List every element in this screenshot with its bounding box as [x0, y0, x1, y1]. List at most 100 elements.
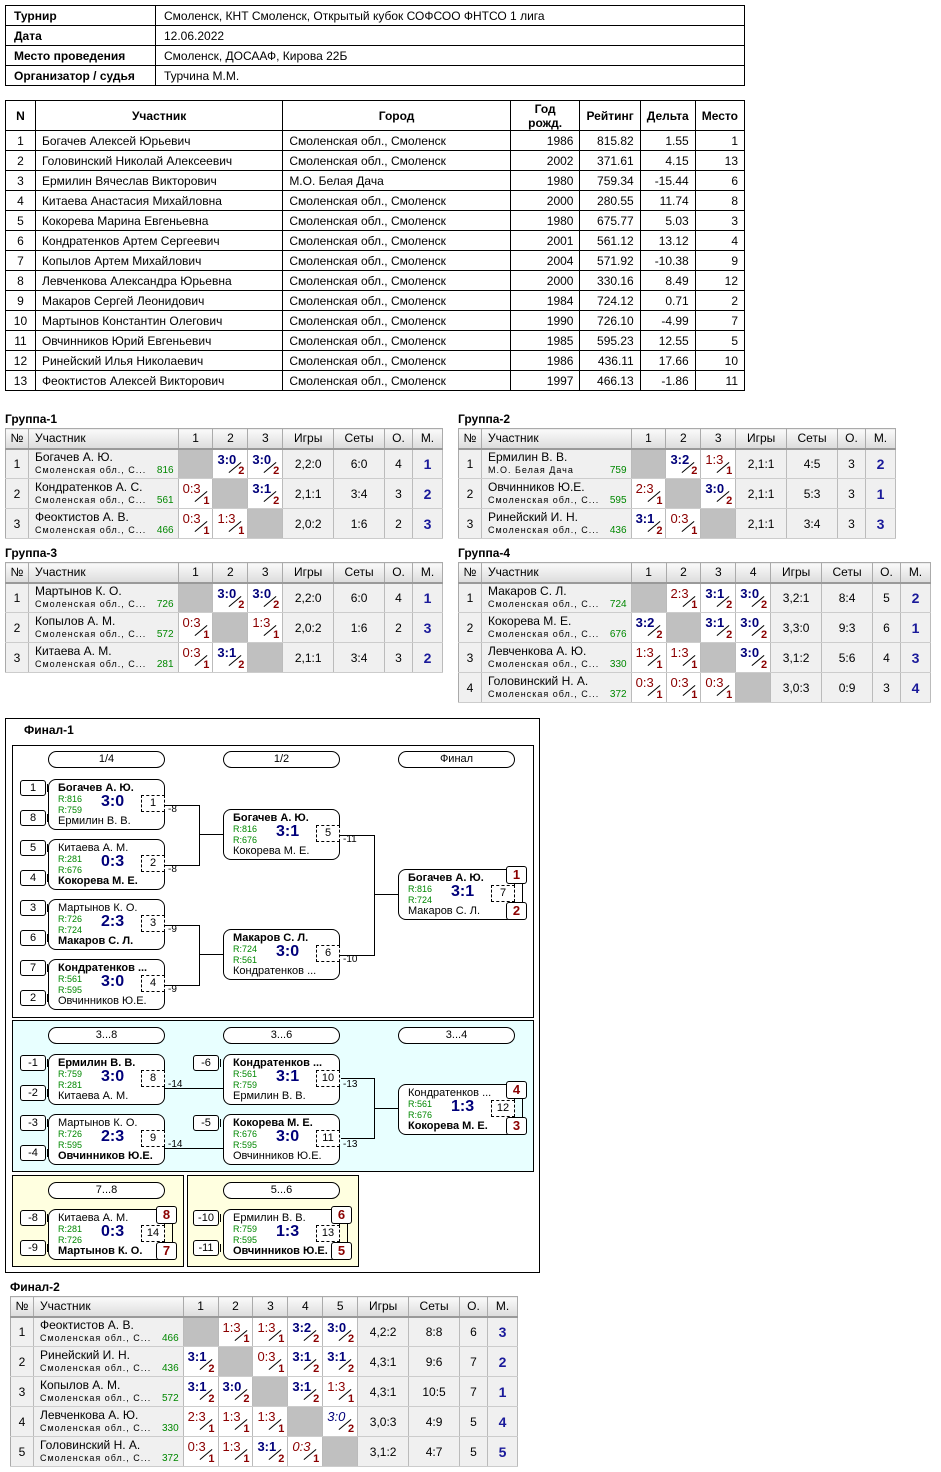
- player-name: Ринейский И. Н.: [39, 1348, 130, 1362]
- player-rating: 595: [609, 495, 627, 506]
- player-bottom: Овчинников Ю.Е.: [58, 1150, 153, 1162]
- match-score: 3:0: [740, 645, 760, 660]
- player-top: Богачев А. Ю.: [233, 812, 309, 824]
- score-cell: 2:3 1: [183, 1406, 219, 1437]
- self-cell: [665, 478, 702, 509]
- rating-top: R:726: [58, 914, 83, 924]
- participant-cell: Ермилин Вячеслав Викторович: [34, 170, 284, 191]
- match-box[interactable]: Кокорева М. Е. R:676 R:595 3:0 11 Овчинников …: [223, 1114, 340, 1165]
- participant-cell: 1: [5, 130, 36, 151]
- match-score: 1:3: [670, 645, 689, 660]
- match-box[interactable]: Мартынов К. О. R:726 R:595 2:3 9 Овчинников Ю…: [48, 1114, 165, 1165]
- connector-line: [340, 835, 375, 836]
- player-region: Смоленская обл., С...: [39, 1393, 152, 1403]
- info-label: Организатор / судья: [5, 65, 156, 86]
- games: 2,0:2: [282, 612, 335, 643]
- match-box[interactable]: Богачев А. Ю. R:816 R:724 3:1 7 Макаров С. Л.: [398, 869, 515, 920]
- points: 5: [459, 1406, 488, 1437]
- participant-cell: Смоленская обл., Смоленск: [282, 250, 511, 271]
- match-points: 2: [273, 495, 280, 507]
- points: 3: [837, 448, 866, 479]
- match-points: 1: [203, 525, 210, 537]
- participant-cell: 1980: [509, 210, 581, 231]
- row-number: 3: [10, 1376, 34, 1407]
- match-box[interactable]: Макаров С. Л. R:724 R:561 3:0 6 Кондратенков …: [223, 929, 340, 980]
- match-points: 2: [726, 599, 733, 611]
- col-games: Игры: [735, 428, 788, 450]
- match-box[interactable]: Кондратенков ... R:561 R:676 1:3 12 Кокорева …: [398, 1084, 515, 1135]
- match-score: 1:3: [222, 1439, 241, 1454]
- rating-top: R:561: [233, 1069, 258, 1079]
- match-box[interactable]: Ермилин В. В. R:759 R:595 1:3 13 Овчинников Ю…: [223, 1209, 340, 1260]
- col-opponent: 3: [247, 562, 284, 584]
- points: 4: [872, 642, 901, 673]
- sets: 9:3: [821, 612, 874, 643]
- participant-cell: 9: [5, 290, 36, 311]
- player-bottom: Овчинников Ю.Е.: [233, 1150, 322, 1162]
- match-points: 1: [208, 1423, 215, 1435]
- player-bottom: Кокорева М. Е.: [408, 1120, 488, 1132]
- row-number: 3: [458, 642, 482, 673]
- place: 3: [412, 508, 444, 539]
- place: 4: [487, 1406, 518, 1437]
- participant-cell: 6: [5, 230, 36, 251]
- participant-cell: 2: [5, 150, 36, 171]
- score-cell: 3:1 2: [247, 478, 284, 509]
- player-name: Ринейский И. Н.: [487, 510, 578, 524]
- match-points: 1: [726, 465, 733, 477]
- self-cell: [287, 1406, 324, 1437]
- match-score: 3:1: [187, 1349, 207, 1364]
- player-cell: Богачев А. Ю. Смоленская обл., С... 816: [28, 448, 179, 479]
- score-cell: 1:3 1: [218, 1436, 254, 1467]
- participant-cell: Овчинников Юрий Евгеньевич: [34, 330, 284, 351]
- match-box[interactable]: Китаева А. М. R:281 R:726 0:3 14 Мартынов К. …: [48, 1209, 165, 1260]
- round-label: 7...8: [48, 1182, 165, 1199]
- player-rating: 436: [161, 1363, 179, 1374]
- col-opponent: 4: [287, 1296, 324, 1318]
- player-cell: Копылов А. М. Смоленская обл., С... 572: [28, 612, 179, 643]
- rating-top: R:561: [408, 1099, 433, 1109]
- player-bottom: Кондратенков ...: [233, 965, 317, 977]
- row-number: 1: [5, 582, 29, 613]
- participant-cell: 1997: [509, 370, 581, 391]
- match-box[interactable]: Кондратенков ... R:561 R:595 3:0 4 Овчинников…: [48, 959, 165, 1010]
- column-header: Рейтинг: [579, 100, 641, 131]
- match-box[interactable]: Китаева А. М. R:281 R:676 0:3 2 Кокорева М. Е…: [48, 839, 165, 890]
- match-box[interactable]: Кондратенков ... R:561 R:759 3:1 10 Ермилин В…: [223, 1054, 340, 1105]
- participant-cell: 726.10: [579, 310, 641, 331]
- match-number: 9: [141, 1130, 165, 1147]
- match-number: 14: [141, 1225, 165, 1242]
- participant-cell: 2: [694, 290, 746, 311]
- connector-line: [341, 1138, 374, 1139]
- participant-cell: 330.16: [579, 270, 641, 291]
- player-cell: Головинский Н. А. Смоленская обл., С... 37…: [481, 672, 632, 703]
- match-score: 3:1: [276, 1068, 300, 1085]
- row-number: 2: [458, 478, 482, 509]
- participant-cell: 2001: [509, 230, 581, 251]
- rating-bottom: R:726: [58, 1235, 83, 1245]
- match-points: 2: [313, 1393, 320, 1405]
- match-box[interactable]: Мартынов К. О. R:726 R:724 2:3 3 Макаров С. Л…: [48, 899, 165, 950]
- games: 3,2:1: [770, 582, 823, 613]
- self-cell: [247, 508, 284, 539]
- connector-line: [374, 894, 398, 895]
- points: 3: [837, 508, 866, 539]
- participant-row: 13 Феоктистов Алексей Викторович Смоленска…: [5, 370, 746, 391]
- col-games: Игры: [770, 562, 823, 584]
- match-box[interactable]: Ермилин В. В. R:759 R:281 3:0 8 Китаева А. М.: [48, 1054, 165, 1105]
- score-cell: 3:0 2: [322, 1406, 359, 1437]
- match-box[interactable]: Богачев А. Ю. R:816 R:676 3:1 5 Кокорева М. Е…: [223, 809, 340, 860]
- participant-cell: 2004: [509, 250, 581, 271]
- player-name: Головинский Н. А.: [39, 1438, 141, 1452]
- rating-bottom: R:595: [233, 1235, 258, 1245]
- match-box[interactable]: Богачев А. Ю. R:816 R:759 3:0 1 Ермилин В. В.: [48, 779, 165, 830]
- round-label: Финал: [398, 751, 515, 768]
- match-number: 1: [141, 795, 165, 812]
- place: 1: [900, 612, 932, 643]
- player-name: Кокорева М. Е.: [487, 614, 572, 628]
- participant-cell: 12.55: [639, 330, 696, 351]
- final1-section: Финал -1: [5, 718, 540, 1273]
- row-number: 5: [10, 1436, 34, 1467]
- match-score: 3:1: [327, 1349, 347, 1364]
- games: 3,1:2: [357, 1436, 410, 1467]
